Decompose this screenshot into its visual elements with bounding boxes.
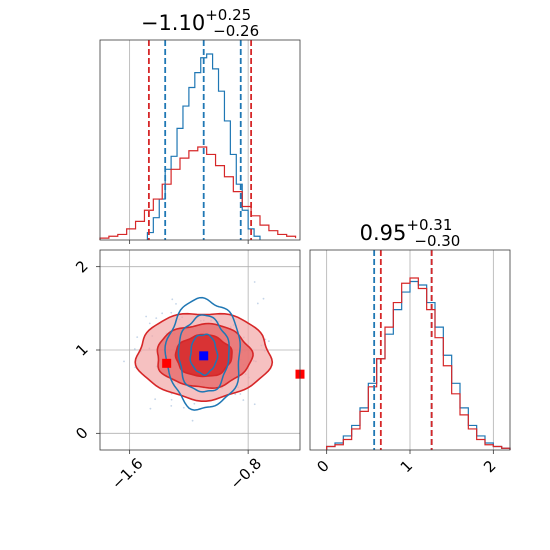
joint-x-tick-label: −0.8 bbox=[227, 454, 265, 492]
joint-scatter-point bbox=[175, 302, 177, 305]
joint-scatter-point bbox=[148, 322, 151, 325]
joint-scatter-point bbox=[154, 398, 157, 401]
joint-scatter-point bbox=[170, 398, 173, 401]
joint-scatter-point bbox=[182, 406, 185, 409]
y-marginal-histogram-blue bbox=[326, 280, 511, 450]
y-marginal-title: 0.95+0.31 −0.30 bbox=[360, 216, 461, 250]
y-marginal-x-tick-label: 0 bbox=[313, 457, 332, 476]
joint-y-tick-label: 0 bbox=[72, 424, 91, 443]
x-marginal-histogram-red bbox=[99, 146, 297, 240]
y-marginal-x-tick-label: 2 bbox=[480, 457, 499, 476]
y-marginal-title-sup: +0.31 bbox=[406, 216, 452, 234]
joint-x-ticks: −1.6 −0.8 bbox=[108, 450, 265, 493]
joint-scatter-point bbox=[123, 360, 125, 363]
joint-y-ticks: 0 1 2 bbox=[72, 257, 100, 443]
joint-scatter-point bbox=[133, 348, 136, 350]
joint-scatter-point bbox=[145, 315, 148, 318]
joint-blue-contours bbox=[164, 296, 241, 411]
y-marginal-quantiles bbox=[373, 250, 433, 450]
joint-scatter-point bbox=[171, 298, 174, 301]
x-marginal-quantiles bbox=[147, 40, 253, 240]
joint-scatter-point bbox=[242, 399, 245, 401]
joint-y-tick-label: 1 bbox=[72, 340, 91, 359]
joint-scatter-point bbox=[253, 281, 256, 283]
joint-scatter-point bbox=[256, 302, 259, 305]
y-marginal-x-tick-label: 1 bbox=[397, 457, 416, 476]
x-marginal-frame bbox=[99, 39, 301, 241]
joint-marker-marker_blue-0 bbox=[199, 351, 209, 361]
joint-scatter-point bbox=[253, 403, 256, 406]
joint-scatter-point bbox=[149, 407, 152, 410]
joint-scatter-point bbox=[262, 297, 265, 300]
joint-scatter-point bbox=[267, 340, 270, 343]
y-marginal-x-ticks: 0 1 2 bbox=[313, 450, 500, 476]
joint-scatter-point bbox=[170, 404, 173, 407]
joint-contour-panel: −1.6 −0.8 0 1 2 bbox=[72, 249, 305, 493]
joint-y-tick-label: 2 bbox=[72, 257, 91, 276]
x-marginal-title-sup: +0.25 bbox=[205, 6, 251, 24]
joint-scatter-point bbox=[170, 311, 173, 314]
joint-scatter-point bbox=[136, 336, 139, 339]
x-marginal-title-sub: −0.26 bbox=[213, 22, 259, 40]
joint-scatter-point bbox=[239, 393, 242, 395]
joint-x-tick-label: −1.6 bbox=[108, 454, 146, 492]
y-marginal-title-sub: −0.30 bbox=[414, 232, 460, 250]
joint-scatter-point bbox=[191, 419, 194, 422]
y-marginal-title-main: 0.95 bbox=[360, 221, 407, 245]
x-marginal-histogram: −1.10+0.25 −0.26 bbox=[99, 6, 301, 244]
joint-marker-marker_red-1 bbox=[162, 358, 172, 368]
joint-blue-contour-0 bbox=[189, 333, 219, 376]
joint-blue-contour-2 bbox=[164, 296, 241, 411]
joint-scatter-point bbox=[155, 317, 158, 320]
y-marginal-series bbox=[326, 277, 511, 450]
x-marginal-title-main: −1.10 bbox=[141, 11, 205, 35]
y-marginal-histogram-red bbox=[326, 277, 511, 450]
y-marginal-histogram: 0 1 2 0.95+0.31 −0.30 bbox=[309, 216, 511, 476]
x-marginal-title: −1.10+0.25 −0.26 bbox=[141, 6, 259, 40]
joint-scatter-point bbox=[234, 393, 237, 396]
joint-scatter-point bbox=[161, 312, 164, 315]
joint-scatter-point bbox=[193, 402, 196, 405]
joint-blue-contour-1 bbox=[177, 314, 230, 393]
